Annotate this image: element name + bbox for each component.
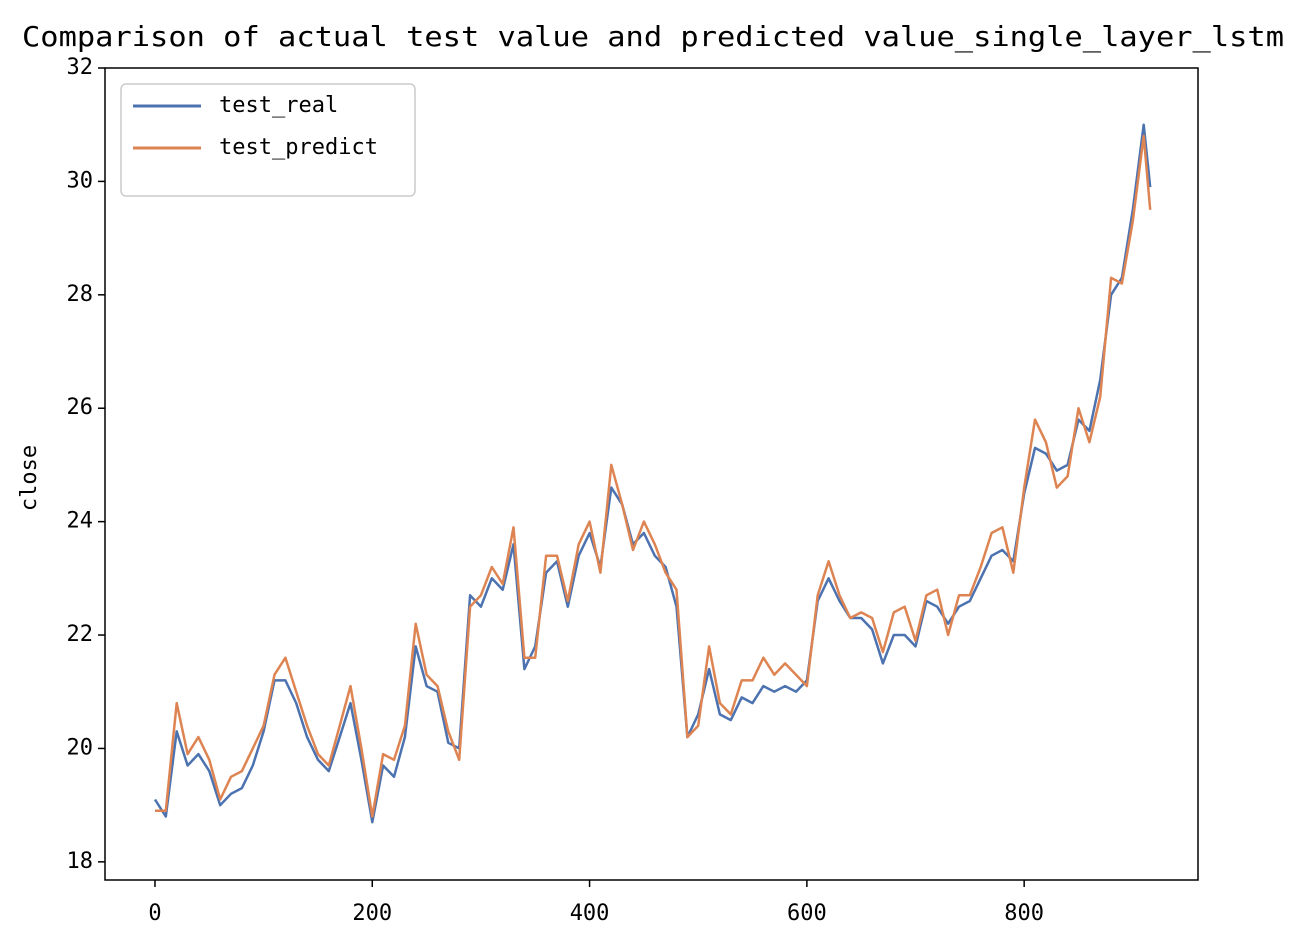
legend-label: test_predict: [219, 135, 378, 160]
legend-box: [120, 83, 416, 197]
y-tick-label: 22: [67, 622, 94, 647]
x-tick-label: 600: [787, 901, 827, 926]
x-tick-label: 200: [352, 901, 392, 926]
line-series: [155, 134, 1152, 818]
legend-label: test_real: [219, 93, 338, 118]
y-tick-label: 26: [67, 395, 94, 420]
x-tick-label: 800: [1004, 901, 1044, 926]
plot-frame: [104, 67, 1199, 881]
x-tick-label: 0: [148, 901, 161, 926]
x-tick-label: 400: [570, 901, 610, 926]
y-tick-label: 28: [67, 282, 94, 307]
y-tick-label: 30: [67, 168, 94, 193]
line-series: [153, 123, 1152, 824]
y-tick-label: 18: [67, 849, 94, 874]
chart-title: Comparison of actual test value and pred…: [22, 20, 1284, 54]
y-tick-label: 24: [67, 509, 94, 534]
y-tick-label: 32: [67, 55, 94, 80]
y-tick-label: 20: [67, 735, 94, 760]
y-axis-label: close: [17, 445, 42, 511]
